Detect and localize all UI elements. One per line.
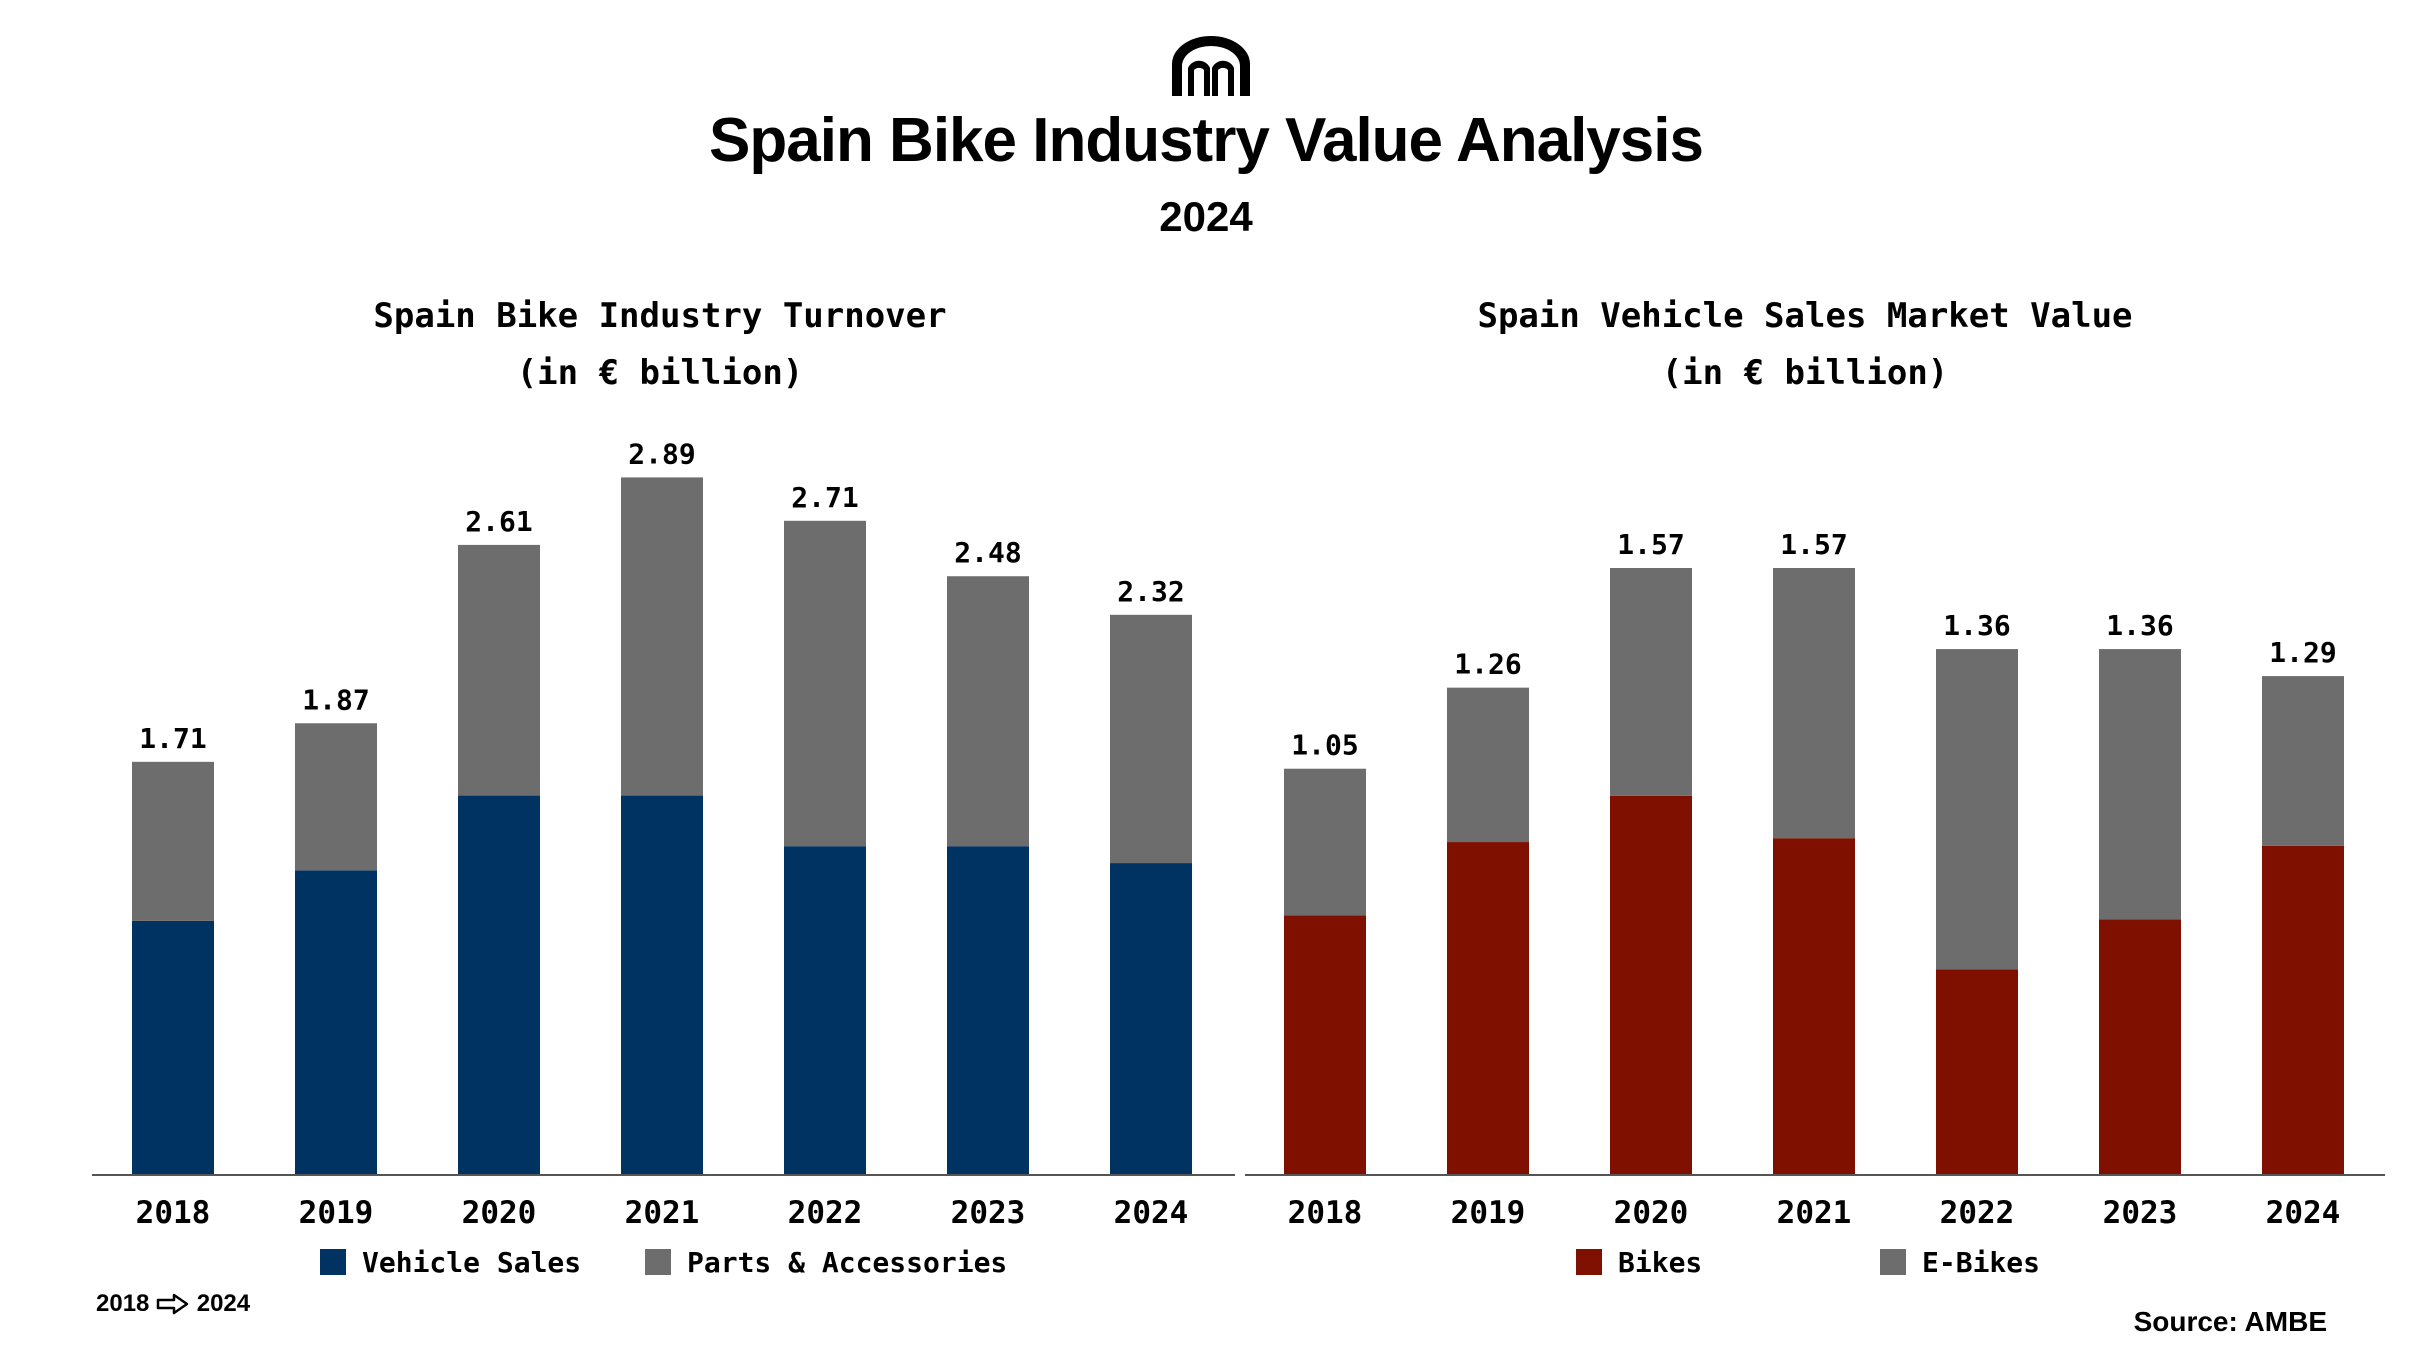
chart-2-bar-top-2022 bbox=[1936, 649, 2018, 970]
chart-2-bar-top-2018 bbox=[1284, 768, 1366, 916]
chart-2-tick-label: 2021 bbox=[1777, 1195, 1852, 1231]
page-subtitle: 2024 bbox=[1159, 193, 1253, 240]
chart-2-tick-label: 2019 bbox=[1451, 1195, 1526, 1231]
chart-1-total-label: 2.61 bbox=[465, 505, 532, 538]
chart-1-total-label: 1.71 bbox=[139, 722, 206, 755]
chart-2-total-label: 1.05 bbox=[1291, 729, 1358, 762]
period-footnote: 2018 2024 bbox=[96, 1290, 250, 1318]
chart-1-bar-top-2019 bbox=[295, 723, 377, 871]
chart-2-bar-top-2023 bbox=[2099, 649, 2181, 920]
right-arrow-icon bbox=[156, 1293, 189, 1315]
chart-1-tick-label: 2023 bbox=[951, 1195, 1026, 1231]
chart-1-bar-bottom-2021 bbox=[621, 795, 703, 1174]
chart-1-total-label: 2.89 bbox=[628, 437, 695, 470]
chart-2-bar-top-2020 bbox=[1610, 568, 1692, 796]
chart-1-bar-top-2024 bbox=[1110, 614, 1192, 864]
chart-1-total-label: 2.48 bbox=[954, 536, 1021, 569]
chart-2-subtitle: (in € billion) bbox=[1661, 353, 1949, 393]
chart-2-legend-swatch bbox=[1880, 1249, 1906, 1275]
chart-2-legend-label: E-Bikes bbox=[1922, 1246, 2040, 1279]
chart-2-bar-bottom-2018 bbox=[1284, 915, 1366, 1174]
chart-2-bar-bottom-2024 bbox=[2262, 845, 2344, 1174]
chart-2-total-label: 1.36 bbox=[2106, 609, 2173, 642]
chart-2-title-block: Spain Vehicle Sales Market Value (in € b… bbox=[1255, 288, 2355, 402]
chart-1-total-label: 2.32 bbox=[1117, 575, 1184, 608]
chart-1-bar-top-2020 bbox=[458, 544, 540, 796]
chart-2-tick-label: 2023 bbox=[2103, 1195, 2178, 1231]
chart-2-bar-bottom-2022 bbox=[1936, 969, 2018, 1174]
chart-2-tick-label: 2024 bbox=[2266, 1195, 2341, 1231]
chart-1-tick-label: 2021 bbox=[625, 1195, 700, 1231]
chart-2-legend-label: Bikes bbox=[1618, 1246, 1702, 1279]
arch-logo-icon bbox=[1172, 36, 1250, 96]
chart-2-tick-label: 2022 bbox=[1940, 1195, 2015, 1231]
chart-1-bar-bottom-2023 bbox=[947, 846, 1029, 1174]
chart-1-bar-bottom-2020 bbox=[458, 795, 540, 1174]
chart-1-legend-swatch bbox=[320, 1249, 346, 1275]
chart-2-total-label: 1.26 bbox=[1454, 648, 1521, 681]
chart-1-legend-label: Parts & Accessories bbox=[687, 1246, 1007, 1279]
chart-1-tick-label: 2024 bbox=[1114, 1195, 1189, 1231]
chart-1-tick-label: 2022 bbox=[788, 1195, 863, 1231]
chart-1-bar-bottom-2022 bbox=[784, 846, 866, 1174]
chart-1-bar-top-2023 bbox=[947, 576, 1029, 847]
chart-1-title-block: Spain Bike Industry Turnover (in € billi… bbox=[110, 288, 1210, 402]
chart-2-bar-bottom-2021 bbox=[1773, 838, 1855, 1174]
chart-2-total-label: 1.57 bbox=[1780, 528, 1847, 561]
chart-2-legend-swatch bbox=[1576, 1249, 1602, 1275]
chart-1-tick-label: 2019 bbox=[299, 1195, 374, 1231]
period-end: 2024 bbox=[196, 1290, 251, 1317]
chart-2-total-label: 1.29 bbox=[2269, 636, 2336, 669]
chart-2-tick-label: 2020 bbox=[1614, 1195, 1689, 1231]
chart-2-total-label: 1.57 bbox=[1617, 528, 1684, 561]
chart-2-title: Spain Vehicle Sales Market Value bbox=[1477, 296, 2133, 336]
chart-1-bar-bottom-2018 bbox=[132, 920, 214, 1174]
chart-2-total-label: 1.36 bbox=[1943, 609, 2010, 642]
chart-1-bar-bottom-2024 bbox=[1110, 863, 1192, 1174]
period-start: 2018 bbox=[96, 1290, 150, 1317]
chart-1-total-label: 1.87 bbox=[302, 683, 369, 716]
chart-2-bar-bottom-2023 bbox=[2099, 919, 2181, 1174]
chart-1-subtitle: (in € billion) bbox=[516, 353, 804, 393]
chart-1-bar-top-2022 bbox=[784, 520, 866, 847]
chart-1-tick-label: 2020 bbox=[462, 1195, 537, 1231]
chart-1-legend-label: Vehicle Sales bbox=[362, 1246, 581, 1279]
chart-1-legend-swatch bbox=[645, 1249, 671, 1275]
chart-1-total-label: 2.71 bbox=[791, 481, 858, 514]
chart-2-bar-top-2019 bbox=[1447, 687, 1529, 843]
chart-1-bar-top-2018 bbox=[132, 761, 214, 921]
chart-2-bar-top-2021 bbox=[1773, 568, 1855, 839]
chart-1-bar-top-2021 bbox=[621, 477, 703, 796]
page-title: Spain Bike Industry Value Analysis bbox=[709, 106, 1704, 175]
chart-1-title: Spain Bike Industry Turnover bbox=[373, 296, 947, 336]
chart-2-tick-label: 2018 bbox=[1288, 1195, 1363, 1231]
chart-1-tick-label: 2018 bbox=[136, 1195, 211, 1231]
chart-2-bar-bottom-2020 bbox=[1610, 795, 1692, 1174]
chart-1-bar-bottom-2019 bbox=[295, 870, 377, 1174]
chart-2-bar-top-2024 bbox=[2262, 676, 2344, 846]
source-note: Source: AMBE bbox=[2133, 1306, 2327, 1337]
chart-2-bar-bottom-2019 bbox=[1447, 842, 1529, 1174]
